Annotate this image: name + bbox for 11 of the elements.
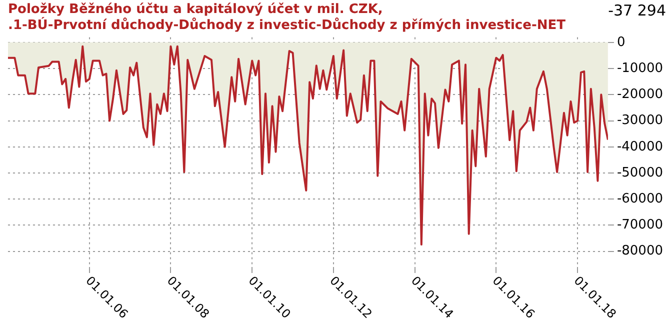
y-tick-label: 0 (616, 34, 626, 50)
y-tick-label: -70000 (616, 218, 663, 233)
chart-title: Položky Běžného účtu a kapitálový účet v mil. CZK, .1-BÚ-Prvotní důchody-Důchody z investic-Důchody z přímých investice-NET (8, 2, 566, 33)
y-tick-label: -30000 (616, 113, 663, 128)
y-tick-label: -80000 (616, 244, 663, 259)
text: -37 294 (608, 1, 666, 20)
y-tick-label: -50000 (616, 165, 663, 180)
y-tick-label: -40000 (616, 139, 663, 154)
y-tick-label: -10000 (616, 60, 663, 76)
y-tick-label: -60000 (616, 191, 663, 206)
y-tick-label: -20000 (616, 87, 663, 102)
